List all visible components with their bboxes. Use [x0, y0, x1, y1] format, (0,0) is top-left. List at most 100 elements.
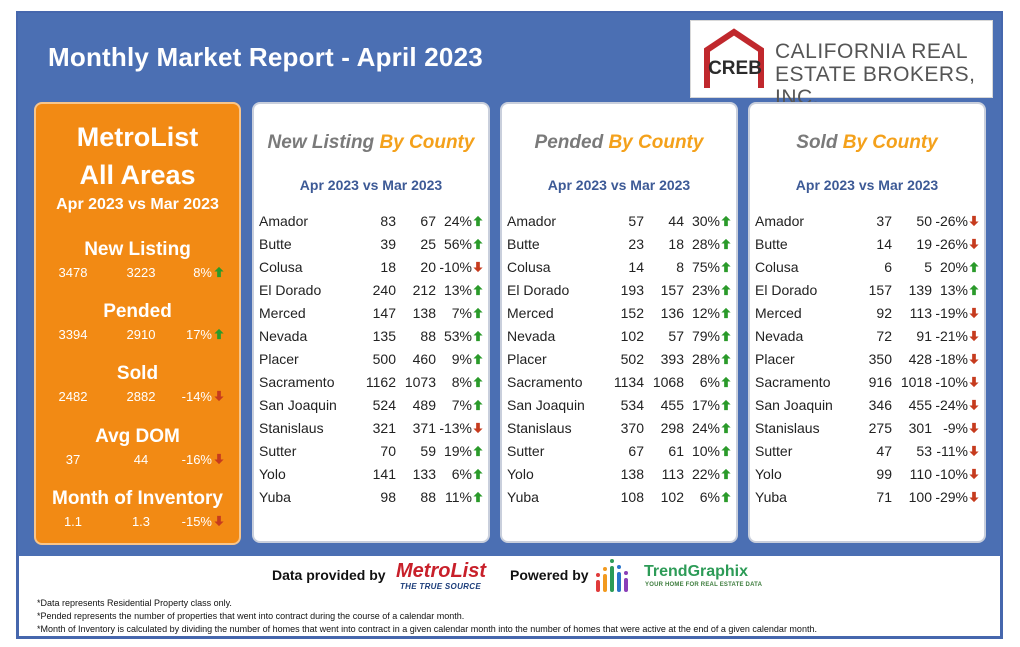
county-name: San Joaquin: [507, 397, 585, 413]
arrow-up-icon: [214, 265, 228, 280]
current-value: 534: [620, 397, 644, 413]
metric-change: -14%: [181, 389, 212, 404]
current-value: 72: [876, 328, 892, 344]
metro-title-line1: MetroList: [76, 122, 199, 152]
current-value: 524: [372, 397, 396, 413]
current-value: 370: [620, 420, 644, 436]
table-row: Placer 350 428 -18%: [750, 351, 984, 374]
previous-value: 19: [916, 236, 932, 252]
arrow-up-icon: [721, 236, 733, 252]
previous-value: 157: [660, 282, 684, 298]
previous-value: 100: [908, 489, 932, 505]
arrow-down-icon: [969, 489, 981, 505]
current-value: 18: [380, 259, 396, 275]
table-row: San Joaquin 524 489 7%: [254, 397, 488, 420]
current-value: 321: [372, 420, 396, 436]
table-row: Colusa 18 20 -10%: [254, 259, 488, 282]
previous-value: 44: [668, 213, 684, 229]
footnote: *Data represents Residential Property cl…: [37, 598, 232, 608]
metrolist-logo-text: MetroList: [396, 560, 486, 582]
current-value: 71: [876, 489, 892, 505]
change-percent: 10%: [691, 443, 720, 459]
metric-current-value: 37: [65, 452, 81, 467]
table-row: San Joaquin 534 455 17%: [502, 397, 736, 420]
county-name: Yolo: [259, 466, 286, 482]
county-name: Nevada: [507, 328, 556, 344]
previous-value: 113: [661, 466, 684, 482]
metric-current-value: 3394: [58, 327, 88, 342]
previous-value: 1018: [900, 374, 932, 390]
metric-values-row: 3478 3223 8%: [36, 265, 239, 283]
current-value: 23: [628, 236, 644, 252]
change-percent: -18%: [935, 351, 968, 367]
county-name: Yuba: [507, 489, 539, 505]
county-name: Placer: [507, 351, 547, 367]
current-value: 14: [628, 259, 644, 275]
arrow-down-icon: [214, 452, 228, 467]
county-name: Merced: [259, 305, 306, 321]
table-row: Placer 502 393 28%: [502, 351, 736, 374]
arrow-up-icon: [721, 397, 733, 413]
table-row: Colusa 6 5 20%: [750, 259, 984, 282]
arrow-down-icon: [214, 514, 228, 529]
arrow-down-icon: [969, 328, 981, 344]
county-name: Colusa: [755, 259, 799, 275]
current-value: 67: [628, 443, 644, 459]
table-row: Sacramento 1134 1068 6%: [502, 374, 736, 397]
change-percent: -29%: [935, 489, 968, 505]
change-percent: 28%: [691, 351, 720, 367]
previous-value: 298: [660, 420, 684, 436]
change-percent: 6%: [451, 466, 472, 482]
trendgraphix-tagline: YOUR HOME FOR REAL ESTATE DATA: [645, 582, 763, 588]
metric-values-row: 3394 2910 17%: [36, 327, 239, 345]
current-value: 275: [868, 420, 892, 436]
change-percent: 17%: [691, 397, 720, 413]
metric-previous-value: 3223: [126, 265, 156, 280]
county-name: Butte: [755, 236, 788, 252]
table-row: Colusa 14 8 75%: [502, 259, 736, 282]
table-row: Butte 14 19 -26%: [750, 236, 984, 259]
county-name: El Dorado: [259, 282, 322, 298]
previous-value: 455: [908, 397, 932, 413]
table-row: Amador 57 44 30%: [502, 213, 736, 236]
change-percent: 24%: [443, 213, 472, 229]
arrow-down-icon: [969, 420, 981, 436]
change-percent: 53%: [443, 328, 472, 344]
metro-title-line2: All Areas: [79, 160, 196, 190]
metric-label: Pended: [103, 301, 172, 322]
change-percent: 75%: [691, 259, 720, 275]
current-value: 346: [868, 397, 892, 413]
trendgraphix-logo-icon: [596, 559, 628, 592]
previous-value: 110: [909, 466, 932, 482]
table-row: Yolo 141 133 6%: [254, 466, 488, 489]
arrow-up-icon: [473, 213, 485, 229]
arrow-up-icon: [473, 397, 485, 413]
previous-value: 8: [676, 259, 684, 275]
arrow-up-icon: [721, 489, 733, 505]
previous-value: 53: [916, 443, 932, 459]
change-percent: 13%: [939, 282, 968, 298]
previous-value: 59: [420, 443, 436, 459]
panel-title: Pended By County: [534, 132, 704, 153]
table-row: Amador 83 67 24%: [254, 213, 488, 236]
previous-value: 138: [412, 305, 436, 321]
report-title: Monthly Market Report - April 2023: [48, 42, 483, 72]
arrow-down-icon: [969, 397, 981, 413]
metric-previous-value: 44: [133, 452, 149, 467]
current-value: 135: [372, 328, 396, 344]
change-percent: 12%: [691, 305, 720, 321]
creb-house-logo-icon: CREB: [704, 28, 764, 88]
table-row: Amador 37 50 -26%: [750, 213, 984, 236]
change-percent: 19%: [443, 443, 472, 459]
table-row: San Joaquin 346 455 -24%: [750, 397, 984, 420]
county-name: Merced: [507, 305, 554, 321]
previous-value: 67: [420, 213, 436, 229]
change-percent: 30%: [691, 213, 720, 229]
previous-value: 102: [660, 489, 684, 505]
county-name: Butte: [507, 236, 540, 252]
change-percent: -26%: [935, 236, 968, 252]
county-name: Sacramento: [507, 374, 583, 390]
county-name: Sutter: [507, 443, 545, 459]
arrow-down-icon: [969, 305, 981, 321]
current-value: 500: [372, 351, 396, 367]
